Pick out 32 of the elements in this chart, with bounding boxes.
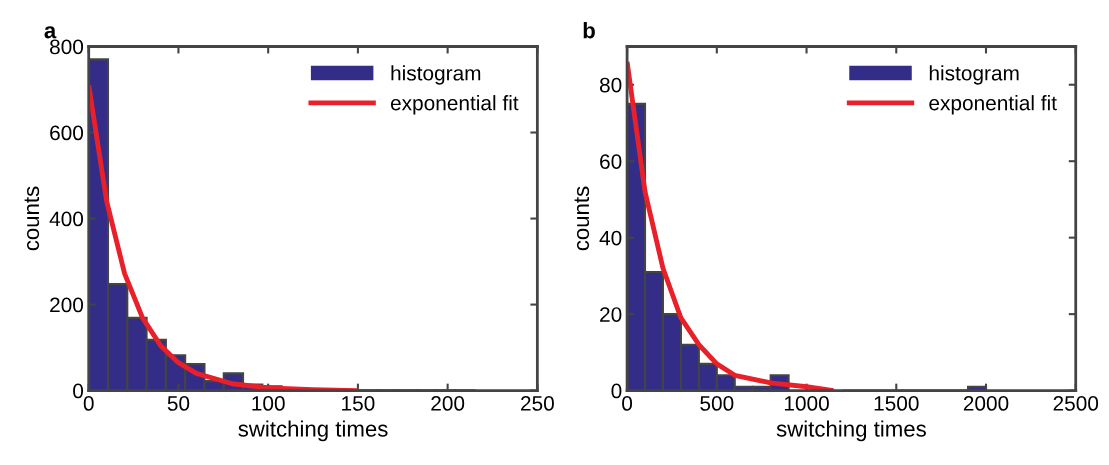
x-tick-label: 2500 [1053,396,1099,411]
x-axis-title: switching times [238,420,388,442]
y-tick-label: 40 [599,230,622,246]
y-tick-label: 0 [73,383,84,399]
x-tick-label: 0 [83,396,94,411]
x-tick-label: 200 [431,396,465,411]
legend-label: histogram [391,65,481,85]
x-tick-label: 100 [252,396,285,411]
x-axis-title: switching times [776,420,926,442]
x-tick-label: 2000 [963,396,1009,411]
y-tick-label: 800 [50,39,84,55]
y-tick-label: 80 [599,77,622,93]
chart-title: a [44,26,57,39]
y-tick-label: 20 [600,307,622,322]
x-tick-label: 0 [622,396,633,411]
legend-label: exponential fit [929,95,1057,115]
y-tick-label: 0 [611,383,622,399]
x-tick-label: 500 [700,396,734,411]
legend-label: exponential fit [390,95,519,115]
x-tick-label: 1500 [874,396,919,411]
y-axis-title: counts [574,186,590,251]
x-tick-label: 1000 [784,396,829,411]
legend-label: histogram [929,65,1019,85]
y-tick-label: 60 [600,154,622,169]
y-tick-label: 600 [50,125,84,141]
y-axis-title: counts [24,186,40,251]
chart-title: b [583,22,595,39]
x-tick-label: 150 [342,396,375,411]
x-tick-label: 50 [167,396,190,411]
x-tick-label: 250 [521,396,554,411]
y-tick-label: 400 [49,211,84,227]
y-tick-label: 200 [50,297,84,313]
